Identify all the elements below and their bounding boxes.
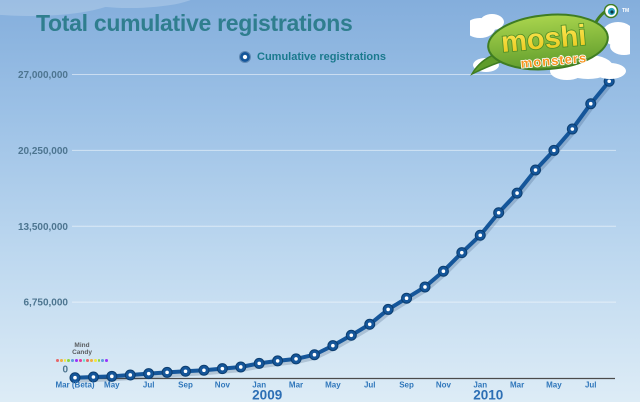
data-point-center	[331, 343, 335, 348]
x-tick-label: Jan	[252, 381, 266, 390]
data-point-center	[128, 373, 133, 377]
watermark-line2: Candy	[72, 349, 92, 356]
data-point-center	[257, 361, 262, 366]
year-label: 2009	[252, 388, 282, 402]
confetti-dot	[67, 359, 71, 362]
legend-marker-icon	[240, 52, 250, 62]
confetti-dot	[93, 359, 97, 362]
mind-candy-watermark: Mind Candy	[56, 342, 108, 362]
confetti-dot	[82, 359, 86, 362]
data-point-center	[146, 371, 151, 376]
data-point-center	[165, 370, 169, 375]
data-point-center	[367, 322, 372, 327]
y-tick-label: 6,750,000	[24, 298, 69, 309]
confetti-dot	[56, 359, 59, 362]
y-tick-label: 0	[62, 365, 68, 376]
x-tick-label: May	[546, 381, 562, 390]
data-point-center	[588, 101, 593, 106]
watermark-line1: Mind	[74, 342, 90, 349]
logo-wordmark-monsters: monsters	[520, 50, 588, 71]
x-tick-label: Mar (Beta)	[55, 381, 94, 390]
data-point-center	[533, 168, 538, 172]
x-tick-label: Jul	[143, 381, 155, 390]
x-tick-label: Nov	[215, 381, 231, 390]
cloud-icon	[470, 14, 630, 80]
x-tick-label: Jan	[473, 381, 487, 390]
confetti-dot	[78, 359, 82, 362]
data-point-center	[349, 333, 354, 338]
data-point-center	[570, 127, 575, 131]
data-point-center	[423, 285, 427, 289]
logo-blob	[487, 13, 609, 71]
data-point-center	[294, 357, 298, 361]
y-tick-label: 20,250,000	[18, 146, 68, 157]
data-point-center	[73, 375, 77, 380]
series-line	[73, 79, 612, 380]
chart-legend: Cumulative registrations	[240, 51, 386, 63]
data-point-center	[515, 191, 519, 195]
confetti-dot	[101, 359, 105, 362]
data-point-center	[110, 374, 114, 379]
x-tick-label: Nov	[436, 381, 452, 390]
x-tick-label: May	[325, 381, 341, 390]
x-tick-label: Mar	[510, 381, 524, 390]
confetti-decoration-icon	[56, 359, 108, 362]
legend-label: Cumulative registrations	[257, 51, 386, 63]
confetti-dot	[86, 359, 90, 362]
logo-tail	[470, 53, 502, 76]
data-point-center	[312, 352, 317, 357]
page-title: Total cumulative registrations	[36, 10, 353, 36]
data-point-center	[607, 79, 611, 84]
confetti-dot	[97, 359, 101, 362]
confetti-dot	[71, 359, 74, 362]
data-point-center	[220, 366, 225, 371]
x-tick-label: Mar	[289, 381, 303, 390]
y-tick-label: 27,000,000	[18, 70, 68, 81]
cloud-icon	[0, 0, 191, 16]
data-point-center	[275, 359, 280, 363]
moshi-monsters-logo: TM moshi monsters	[470, 4, 630, 80]
series-line-shadow	[73, 80, 614, 383]
confetti-dot	[105, 359, 108, 362]
x-tick-label: Sep	[399, 381, 414, 390]
confetti-dot	[90, 359, 93, 362]
trademark-symbol: TM	[622, 8, 629, 14]
data-point-center	[386, 307, 390, 312]
data-point-center	[552, 148, 556, 153]
confetti-dot	[63, 359, 67, 362]
x-tick-label: Sep	[178, 381, 193, 390]
logo-eye-icon	[603, 4, 619, 19]
data-point-center	[202, 368, 206, 373]
year-label: 2010	[473, 388, 503, 402]
y-tick-label: 13,500,000	[18, 222, 68, 233]
data-point-center	[183, 369, 188, 374]
data-point-center	[404, 296, 409, 300]
x-tick-label: Jul	[364, 381, 376, 390]
confetti-dot	[59, 359, 63, 362]
data-point-center	[91, 375, 96, 379]
data-point-center	[496, 210, 501, 215]
x-tick-label: May	[104, 381, 120, 390]
data-point-center	[238, 365, 243, 369]
data-point-center	[441, 269, 446, 274]
data-point-center	[478, 233, 483, 238]
confetti-dot	[74, 359, 78, 362]
data-point-center	[460, 250, 464, 255]
x-tick-label: Jul	[585, 381, 597, 390]
